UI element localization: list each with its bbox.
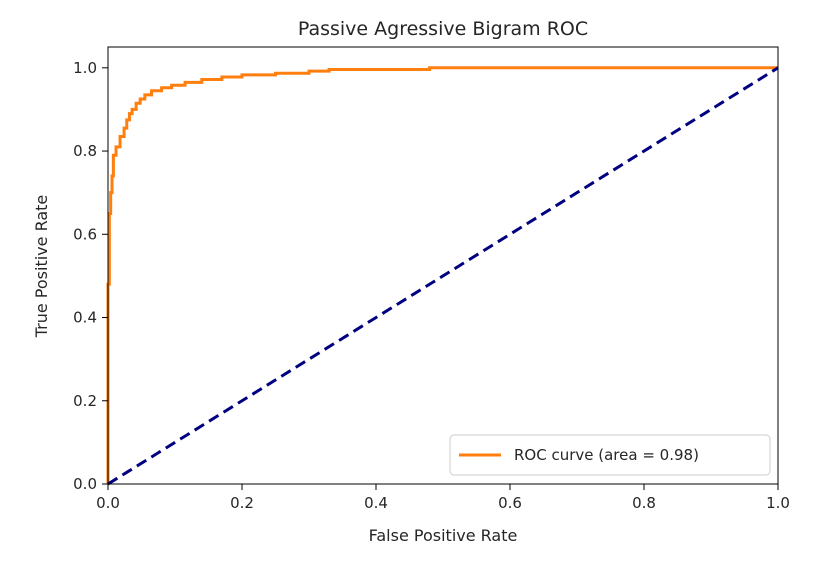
roc-curve-line	[106, 66, 778, 484]
y-tick-label: 0.8	[73, 142, 97, 160]
plot-frame	[107, 46, 779, 485]
series-layer	[106, 66, 779, 486]
y-tick-label: 0.0	[73, 475, 97, 493]
x-tick-label: 0.2	[230, 494, 254, 512]
plot-area	[108, 47, 778, 484]
y-tick-label: 0.6	[73, 225, 97, 243]
chance-diagonal-line	[107, 66, 779, 486]
y-ticks: 0.0 0.2 0.4 0.6 0.8 1.0	[73, 59, 108, 493]
x-ticks: 0.0 0.2 0.4 0.6 0.8 1.0	[96, 484, 790, 512]
x-tick-label: 0.0	[96, 494, 120, 512]
x-tick-label: 1.0	[766, 494, 790, 512]
legend: ROC curve (area = 0.98)	[449, 434, 771, 476]
y-tick-label: 0.4	[73, 309, 97, 327]
y-tick-label: 0.2	[73, 392, 97, 410]
chart-title: Passive Agressive Bigram ROC	[298, 18, 588, 40]
x-tick-label: 0.8	[632, 494, 656, 512]
y-tick-label: 1.0	[73, 59, 97, 77]
legend-label: ROC curve (area = 0.98)	[514, 446, 699, 464]
legend-box	[449, 434, 771, 476]
y-axis-label: True Positive Rate	[32, 195, 51, 339]
x-tick-label: 0.4	[364, 494, 388, 512]
x-axis-label: False Positive Rate	[369, 526, 518, 545]
x-tick-label: 0.6	[498, 494, 522, 512]
